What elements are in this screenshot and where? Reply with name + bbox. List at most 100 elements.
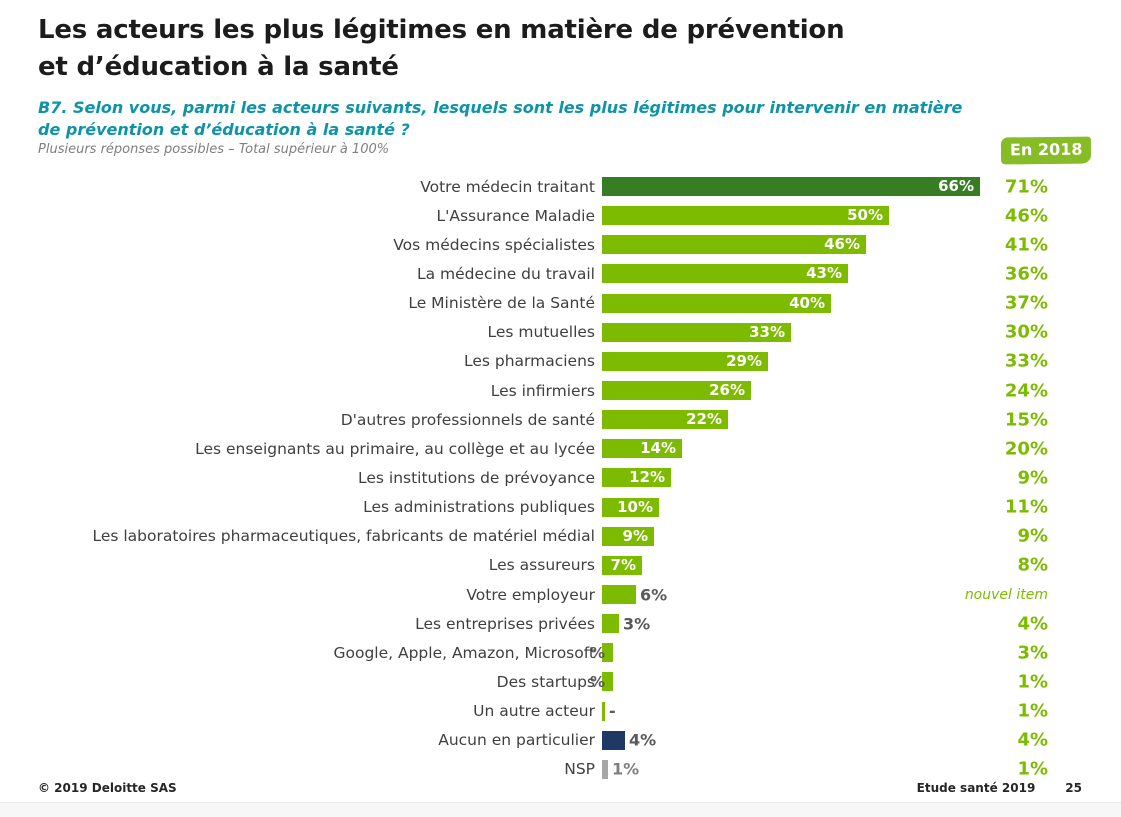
footer-right: Etude santé 2019 25 xyxy=(917,781,1082,795)
chart-row: Un autre acteur - 1% xyxy=(0,697,1121,726)
bar-2019: 66% xyxy=(602,177,980,197)
chart-row: Les entreprises privées 3% 4% xyxy=(0,609,1121,638)
chart-row: L'Assurance Maladie 50% 46% xyxy=(0,201,1121,230)
bar-area: 33% xyxy=(602,322,985,342)
category-label: Les enseignants au primaire, au collège … xyxy=(195,439,595,458)
bar-2019: 14% xyxy=(602,439,682,459)
chart-row: Aucun en particulier 4% 4% xyxy=(0,726,1121,755)
chart-row: Le Ministère de la Santé 40% 37% xyxy=(0,289,1121,318)
chart-row: Les enseignants au primaire, au collège … xyxy=(0,434,1121,463)
category-label: L'Assurance Maladie xyxy=(436,206,595,225)
chart-row: Les pharmaciens 29% 33% xyxy=(0,347,1121,376)
bar-value-label: 46% xyxy=(824,235,860,254)
bar-area: 1% xyxy=(602,759,985,779)
chart-row: Vos médecins spécialistes 46% 41% xyxy=(0,230,1121,259)
chart-row: Votre médecin traitant 66% 71% xyxy=(0,172,1121,201)
page-title: Les acteurs les plus légitimes en matièr… xyxy=(38,12,845,86)
bar-value-label: 12% xyxy=(629,468,665,487)
bar-area: 40% xyxy=(602,293,985,313)
category-label: Votre médecin traitant xyxy=(420,177,595,196)
bar-2019 xyxy=(602,701,605,721)
value-2018: 11% xyxy=(1004,496,1048,518)
value-2018: 8% xyxy=(1017,554,1048,576)
bar-2019: 7% xyxy=(602,555,642,575)
bar-area: 10% xyxy=(602,497,985,517)
chart-row: Les mutuelles 33% 30% xyxy=(0,318,1121,347)
bar-area: 43% xyxy=(602,264,985,284)
bar-2019 xyxy=(602,585,636,605)
bar-area: - xyxy=(602,701,985,721)
bar-2019: 33% xyxy=(602,322,791,342)
chart-row: Les administrations publiques 10% 11% xyxy=(0,493,1121,522)
bottom-strip xyxy=(0,802,1121,817)
footer-copyright: © 2019 Deloitte SAS xyxy=(38,781,177,795)
bar-value-label: 66% xyxy=(938,177,974,196)
bar-area: 7% xyxy=(602,555,985,575)
value-2018: 46% xyxy=(1004,205,1048,227)
chart-row: La médecine du travail 43% 36% xyxy=(0,259,1121,288)
value-2018: nouvel item xyxy=(964,586,1048,603)
bar-value-label: 43% xyxy=(806,264,842,283)
value-2018: 4% xyxy=(1017,729,1048,751)
bar-chart: Votre médecin traitant 66% 71% L'Assurance … xyxy=(0,172,1121,784)
bar-2019: 43% xyxy=(602,264,848,284)
chart-row: Les assureurs 7% 8% xyxy=(0,551,1121,580)
bar-area: 26% xyxy=(602,381,985,401)
bar-area: 6% xyxy=(602,585,985,605)
chart-row: Les institutions de prévoyance 12% 9% xyxy=(0,463,1121,492)
category-label: Les laboratoires pharmaceutiques, fabric… xyxy=(92,527,595,546)
bar-area: 9% xyxy=(602,526,985,546)
bar-value-label: 3% xyxy=(623,614,651,634)
bar-value-label: 26% xyxy=(709,381,745,400)
category-label: Des startups xyxy=(496,672,595,691)
methodology-note: Plusieurs réponses possibles – Total sup… xyxy=(38,142,390,157)
category-label: NSP xyxy=(564,760,595,779)
badge-en-2018: En 2018 xyxy=(1000,136,1092,165)
category-label: Les entreprises privées xyxy=(415,614,595,633)
category-label: Les institutions de prévoyance xyxy=(357,468,595,487)
value-2018: 41% xyxy=(1004,234,1048,256)
bar-2019: 9% xyxy=(602,526,654,546)
chart-row: Les laboratoires pharmaceutiques, fabric… xyxy=(0,522,1121,551)
bar-area: 3% xyxy=(602,614,985,634)
chart-row: D'autres professionnels de santé 22% 15% xyxy=(0,405,1121,434)
value-2018: 15% xyxy=(1004,409,1048,431)
bar-area: % xyxy=(590,672,985,692)
value-2018: 9% xyxy=(1017,525,1048,547)
bar-area: 12% xyxy=(602,468,985,488)
footer-study-name: Etude santé 2019 xyxy=(916,781,1036,795)
category-label: Les pharmaciens xyxy=(463,352,595,371)
bar-area: 22% xyxy=(602,410,985,430)
value-2018: 36% xyxy=(1004,263,1048,285)
bar-2019 xyxy=(602,759,608,779)
footer-page-number: 25 xyxy=(1065,781,1082,795)
bar-2019: 50% xyxy=(602,206,889,226)
bar-2019: 12% xyxy=(602,468,671,488)
value-2018: 1% xyxy=(1017,700,1048,722)
bar-value-label: 1% xyxy=(612,759,640,779)
bar-area: 66% xyxy=(602,177,985,197)
value-2018: 9% xyxy=(1017,467,1048,489)
bar-value-label: 10% xyxy=(617,497,653,516)
chart-row: Les infirmiers 26% 24% xyxy=(0,376,1121,405)
category-label: Les infirmiers xyxy=(490,381,595,400)
value-2018: 37% xyxy=(1004,292,1048,314)
bar-area: 46% xyxy=(602,235,985,255)
category-label: Le Ministère de la Santé xyxy=(408,294,595,313)
chart-row: Des startups% 1% xyxy=(0,667,1121,696)
bar-2019: 46% xyxy=(602,235,866,255)
question-line-1: B7. Selon vous, parmi les acteurs suivan… xyxy=(38,98,963,117)
bar-area: 14% xyxy=(602,439,985,459)
bar-area: 50% xyxy=(602,206,985,226)
bar-value-label: 9% xyxy=(622,526,648,545)
bar-2019 xyxy=(602,614,619,634)
category-label: Aucun en particulier xyxy=(438,731,595,750)
bar-value-label: 40% xyxy=(789,293,825,312)
bar-value-label: 33% xyxy=(749,322,785,341)
question-text: B7. Selon vous, parmi les acteurs suivan… xyxy=(38,97,962,141)
bar-area: % xyxy=(590,643,985,663)
page-title-line-2: et d’éducation à la santé xyxy=(38,52,399,82)
chart-row: NSP 1% 1% xyxy=(0,755,1121,784)
bar-value-label: 7% xyxy=(610,555,636,574)
